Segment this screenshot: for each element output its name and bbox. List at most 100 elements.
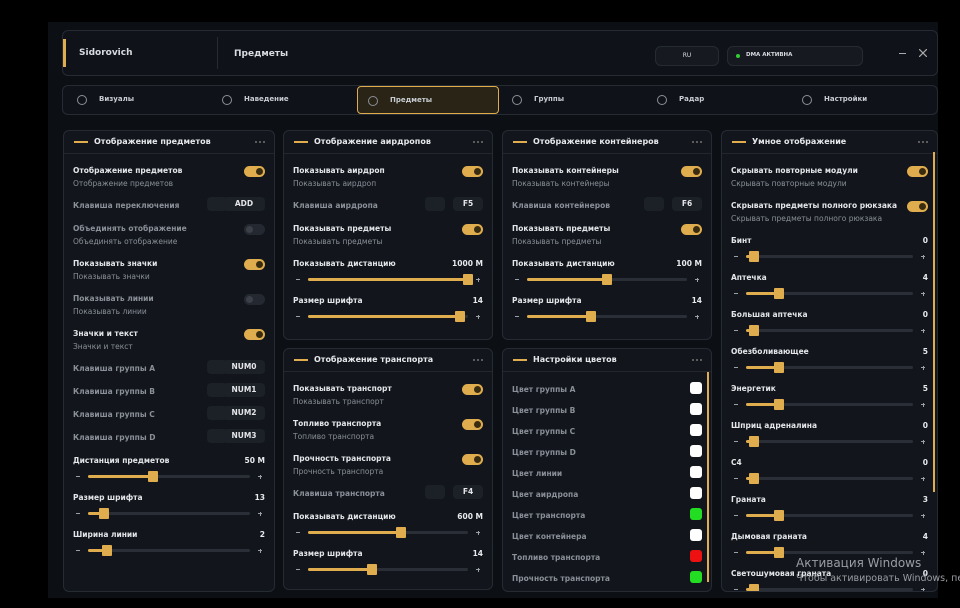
increase-button[interactable]	[921, 365, 925, 370]
color-swatch[interactable]	[690, 466, 702, 478]
slider-track[interactable]	[527, 274, 687, 285]
increase-button[interactable]	[476, 277, 480, 282]
increase-button[interactable]	[476, 567, 480, 572]
decrease-button[interactable]	[734, 256, 738, 257]
slider-thumb[interactable]	[102, 545, 113, 556]
decrease-button[interactable]	[734, 293, 738, 294]
decrease-button[interactable]	[296, 569, 300, 570]
slider-track[interactable]	[746, 436, 913, 447]
color-swatch[interactable]	[690, 445, 702, 457]
slider-thumb[interactable]	[774, 399, 785, 410]
key-button[interactable]: F6	[672, 197, 702, 211]
increase-button[interactable]	[921, 328, 925, 333]
slider-track[interactable]	[746, 510, 913, 521]
decrease-button[interactable]	[734, 552, 738, 553]
slider-track[interactable]	[746, 399, 913, 410]
menu-button[interactable]	[691, 359, 703, 361]
increase-button[interactable]	[476, 530, 480, 535]
language-button[interactable]: RU	[655, 46, 719, 66]
slider-thumb[interactable]	[99, 508, 110, 519]
menu-button[interactable]	[472, 141, 484, 143]
increase-button[interactable]	[921, 476, 925, 481]
slider-thumb[interactable]	[367, 564, 377, 575]
decrease-button[interactable]	[734, 515, 738, 516]
slider-thumb[interactable]	[749, 436, 760, 447]
color-swatch[interactable]	[690, 424, 702, 436]
decrease-button[interactable]	[734, 441, 738, 442]
key-button[interactable]: NUM3	[223, 429, 265, 443]
color-swatch[interactable]	[690, 403, 702, 415]
decrease-button[interactable]	[734, 330, 738, 331]
toggle-switch[interactable]	[907, 166, 928, 177]
slider-thumb[interactable]	[463, 274, 473, 285]
slider-thumb[interactable]	[395, 527, 406, 538]
tab[interactable]: Настройки	[792, 86, 932, 112]
slider-track[interactable]	[746, 362, 913, 373]
slider-track[interactable]	[527, 311, 687, 322]
toggle-switch[interactable]	[681, 166, 702, 177]
slider-track[interactable]	[746, 251, 913, 262]
menu-button[interactable]	[254, 141, 266, 143]
slider-thumb[interactable]	[749, 584, 760, 591]
color-swatch[interactable]	[690, 508, 702, 520]
slider-thumb[interactable]	[774, 288, 785, 299]
close-button[interactable]	[919, 49, 927, 57]
slider-thumb[interactable]	[602, 274, 612, 285]
slider-track[interactable]	[308, 527, 468, 538]
slider-track[interactable]	[308, 311, 468, 322]
decrease-button[interactable]	[296, 316, 300, 317]
tab[interactable]: Наведение	[212, 86, 352, 112]
decrease-button[interactable]	[734, 478, 738, 479]
decrease-button[interactable]	[76, 550, 80, 551]
increase-button[interactable]	[258, 511, 262, 516]
slider-thumb[interactable]	[455, 311, 465, 322]
increase-button[interactable]	[921, 291, 925, 296]
increase-button[interactable]	[921, 550, 925, 555]
toggle-switch[interactable]	[244, 259, 265, 270]
key-button[interactable]: NUM2	[223, 406, 265, 420]
decrease-button[interactable]	[734, 404, 738, 405]
slider-thumb[interactable]	[147, 471, 158, 482]
key-button[interactable]: NUM0	[223, 360, 265, 374]
slider-track[interactable]	[746, 325, 913, 336]
slider-track[interactable]	[746, 473, 913, 484]
tab[interactable]: Визуалы	[67, 86, 207, 112]
slider-track[interactable]	[88, 471, 250, 482]
increase-button[interactable]	[258, 548, 262, 553]
increase-button[interactable]	[921, 439, 925, 444]
toggle-switch[interactable]	[681, 224, 702, 235]
color-swatch[interactable]	[690, 382, 702, 394]
increase-button[interactable]	[921, 254, 925, 259]
tab[interactable]: Радар	[647, 86, 787, 112]
color-swatch[interactable]	[690, 550, 702, 562]
slider-track[interactable]	[88, 545, 250, 556]
slider-thumb[interactable]	[749, 251, 760, 262]
increase-button[interactable]	[258, 474, 262, 479]
increase-button[interactable]	[695, 314, 699, 319]
key-button[interactable]: F5	[453, 197, 483, 211]
increase-button[interactable]	[921, 513, 925, 518]
increase-button[interactable]	[921, 402, 925, 407]
slider-thumb[interactable]	[774, 547, 785, 558]
key-button[interactable]: F4	[453, 485, 483, 499]
menu-button[interactable]	[472, 359, 484, 361]
slider-thumb[interactable]	[774, 362, 785, 373]
color-swatch[interactable]	[690, 529, 702, 541]
toggle-switch[interactable]	[907, 201, 928, 212]
key-button[interactable]: NUM1	[223, 383, 265, 397]
slider-track[interactable]	[88, 508, 250, 519]
decrease-button[interactable]	[734, 589, 738, 590]
slider-track[interactable]	[308, 564, 468, 575]
slider-thumb[interactable]	[749, 325, 760, 336]
color-swatch[interactable]	[690, 571, 702, 583]
color-swatch[interactable]	[690, 487, 702, 499]
toggle-switch[interactable]	[244, 224, 265, 235]
key-button[interactable]: ADD	[223, 197, 265, 211]
toggle-switch[interactable]	[244, 166, 265, 177]
toggle-switch[interactable]	[244, 294, 265, 305]
toggle-switch[interactable]	[244, 329, 265, 340]
slider-track[interactable]	[746, 547, 913, 558]
increase-button[interactable]	[695, 277, 699, 282]
slider-thumb[interactable]	[586, 311, 596, 322]
slider-thumb[interactable]	[749, 473, 760, 484]
